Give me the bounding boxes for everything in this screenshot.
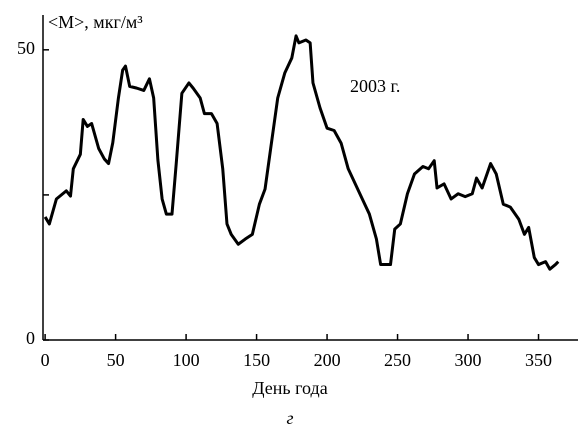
x-axis-label: День года [252, 378, 327, 398]
x-tick-label: 300 [455, 350, 482, 370]
x-tick-label: 150 [243, 350, 270, 370]
x-tick-label: 50 [107, 350, 125, 370]
x-tick-label: 350 [525, 350, 552, 370]
x-tick-label: 0 [41, 350, 50, 370]
y-tick-label: 0 [26, 328, 35, 348]
x-tick-label: 100 [173, 350, 200, 370]
caption: г [286, 408, 293, 428]
x-tick-label: 250 [384, 350, 411, 370]
data-line [43, 34, 560, 271]
x-tick-label: 200 [314, 350, 341, 370]
y-axis-label: <M>, мкг/м³ [48, 12, 143, 32]
y-tick-label: 50 [17, 38, 35, 58]
annotation: 2003 г. [350, 76, 400, 96]
